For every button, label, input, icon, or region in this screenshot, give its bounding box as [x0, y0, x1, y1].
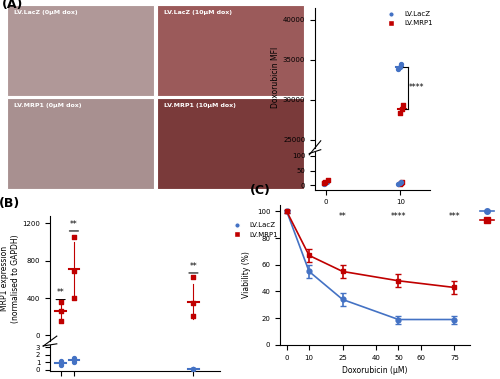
- X-axis label: Doxorubicin (μM): Doxorubicin (μM): [340, 211, 405, 220]
- Point: [322, 180, 330, 186]
- X-axis label: Doxorubicin (μM): Doxorubicin (μM): [342, 366, 408, 375]
- Point: [190, 274, 198, 280]
- Point: [396, 180, 404, 186]
- Legend: LV.LacZ, LV.MRP1: LV.LacZ, LV.MRP1: [227, 219, 280, 241]
- Point: [56, 362, 64, 368]
- Point: [397, 179, 405, 185]
- Point: [70, 294, 78, 301]
- Text: LV.MRP1 (10μM dox): LV.MRP1 (10μM dox): [164, 103, 236, 108]
- Point: [190, 313, 198, 319]
- FancyBboxPatch shape: [156, 97, 304, 189]
- Point: [322, 179, 330, 185]
- Text: LV.MRP1 (0μM dox): LV.MRP1 (0μM dox): [14, 103, 82, 108]
- Text: **: **: [57, 288, 64, 297]
- Text: (A): (A): [2, 0, 24, 11]
- Point: [398, 105, 406, 111]
- Point: [320, 180, 328, 186]
- Point: [397, 180, 405, 186]
- Point: [320, 181, 328, 187]
- Point: [56, 318, 64, 324]
- Text: LV.LacZ (10μM dox): LV.LacZ (10μM dox): [164, 10, 232, 15]
- Point: [70, 359, 78, 365]
- Text: (B): (B): [0, 197, 20, 210]
- Point: [190, 366, 198, 372]
- Point: [394, 181, 402, 187]
- Point: [323, 179, 331, 185]
- Point: [56, 308, 64, 314]
- Y-axis label: Viability (%): Viability (%): [242, 251, 251, 298]
- Text: LV.LacZ (0μM dox): LV.LacZ (0μM dox): [14, 10, 78, 15]
- Text: ****: ****: [408, 83, 424, 92]
- Point: [70, 355, 78, 361]
- Point: [397, 61, 405, 67]
- Legend: LV.LacZ, LV.MRP1: LV.LacZ, LV.MRP1: [478, 205, 500, 226]
- FancyBboxPatch shape: [156, 5, 304, 96]
- Text: ****: ****: [390, 212, 406, 221]
- Point: [190, 366, 198, 372]
- Point: [396, 181, 404, 187]
- Point: [56, 358, 64, 364]
- Point: [190, 300, 198, 306]
- Point: [398, 179, 406, 185]
- FancyBboxPatch shape: [6, 97, 154, 189]
- Point: [396, 64, 404, 70]
- Text: **: **: [70, 219, 78, 229]
- Point: [56, 299, 64, 305]
- Point: [70, 357, 78, 363]
- Point: [324, 177, 332, 183]
- Text: **: **: [338, 212, 346, 221]
- FancyBboxPatch shape: [6, 5, 154, 96]
- Text: ***: ***: [448, 212, 460, 221]
- Point: [70, 268, 78, 274]
- Point: [394, 66, 402, 72]
- Legend: LV.LacZ, LV.MRP1: LV.LacZ, LV.MRP1: [382, 8, 436, 29]
- Point: [396, 110, 404, 116]
- Point: [190, 366, 198, 372]
- Y-axis label: MRP1 expression
(normalised to GAPDH): MRP1 expression (normalised to GAPDH): [0, 234, 20, 323]
- Point: [56, 360, 64, 366]
- Text: **: **: [190, 262, 198, 271]
- Text: (C): (C): [250, 184, 270, 197]
- Point: [400, 102, 407, 108]
- Point: [70, 235, 78, 241]
- Y-axis label: Doxorubicin MFI: Doxorubicin MFI: [271, 47, 280, 108]
